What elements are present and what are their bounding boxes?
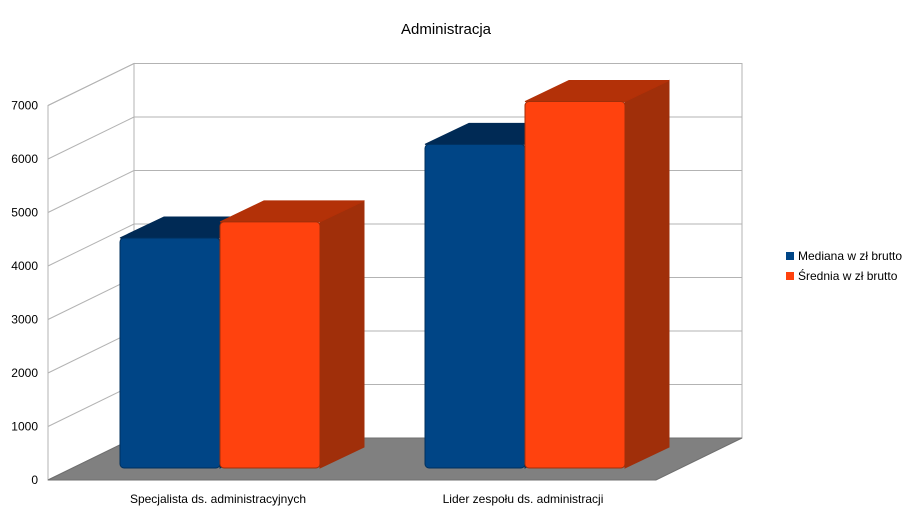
y-tick-label: 2000 — [11, 366, 38, 380]
legend: Mediana w zł brutto Średnia w zł brutto — [786, 249, 902, 283]
legend-swatch — [786, 252, 794, 260]
gridline-side — [47, 63, 135, 106]
y-tick-label: 4000 — [11, 259, 38, 273]
bar — [524, 101, 626, 469]
y-tick-label: 0 — [31, 473, 38, 487]
bar-side — [624, 79, 670, 469]
chart-title: Administracja — [401, 21, 492, 38]
legend-label: Średnia w zł brutto — [798, 268, 898, 283]
y-tick-label: 6000 — [11, 152, 38, 166]
legend-label: Mediana w zł brutto — [798, 249, 902, 263]
bars — [119, 79, 670, 469]
bar — [219, 221, 321, 469]
gridline-side — [47, 116, 135, 160]
y-tick-label: 3000 — [11, 313, 38, 327]
bar — [119, 237, 221, 469]
y-axis-ticks: 0 1000 2000 3000 4000 5000 6000 7000 — [11, 99, 38, 488]
y-tick-label: 7000 — [11, 99, 38, 113]
legend-swatch — [786, 272, 794, 280]
y-tick-label: 1000 — [11, 420, 38, 434]
bar-side — [319, 200, 365, 469]
y-tick-label: 5000 — [11, 206, 38, 220]
gridline-side — [47, 223, 135, 267]
gridline-side — [47, 170, 135, 213]
x-tick-label: Specjalista ds. administracyjnych — [130, 492, 306, 506]
x-axis-labels: Specjalista ds. administracyjnych Lider z… — [130, 492, 603, 506]
x-tick-label: Lider zespołu ds. administracji — [443, 492, 604, 506]
bar — [424, 143, 526, 469]
